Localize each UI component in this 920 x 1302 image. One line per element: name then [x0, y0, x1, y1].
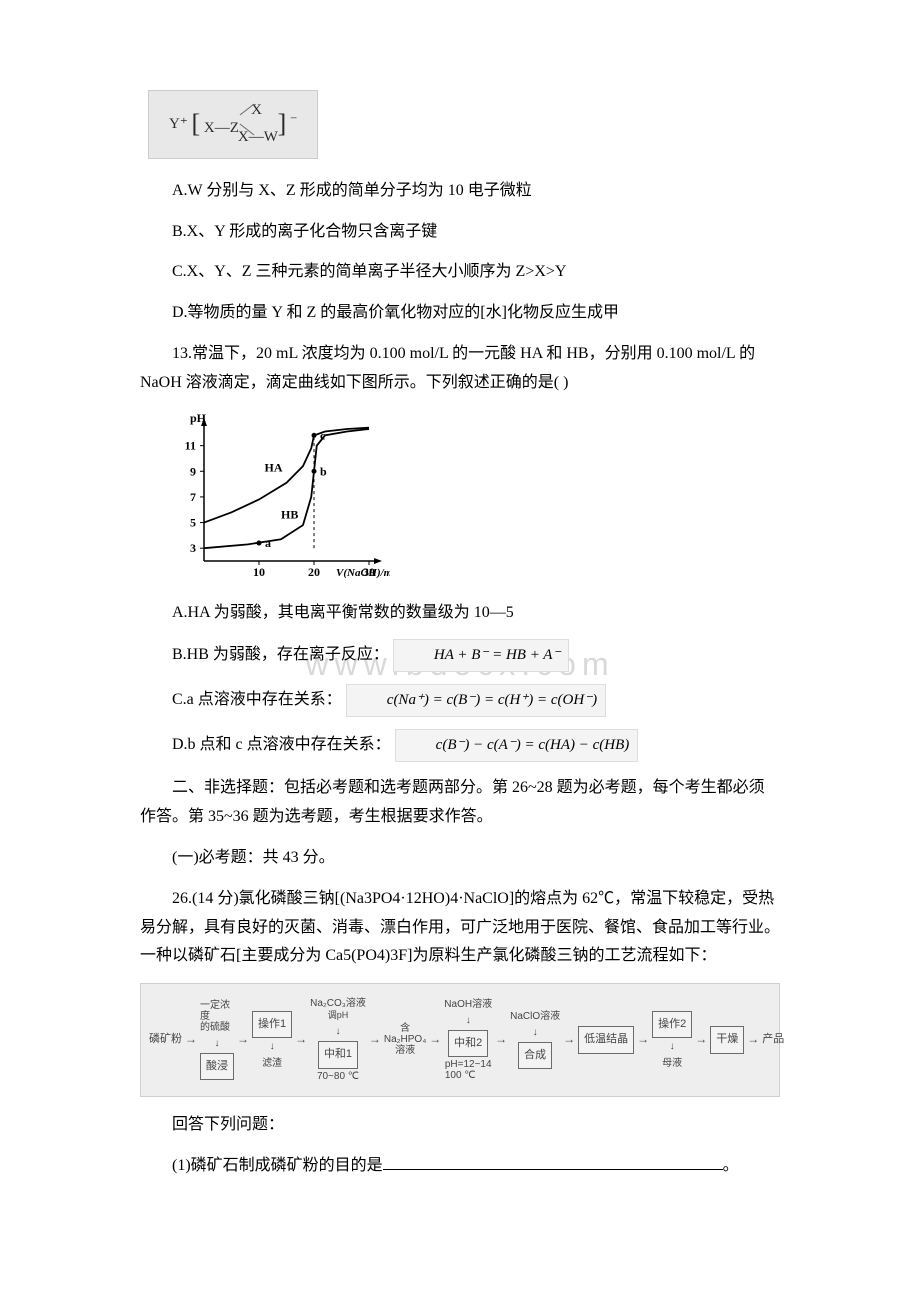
arrow-down-icon: ↓	[215, 1035, 220, 1053]
svg-text:3: 3	[190, 541, 196, 555]
arrow-icon: →	[295, 1029, 307, 1051]
arrow-down-icon: ↓	[336, 1023, 341, 1041]
q13-b-prefix: B.HB 为弱酸，存在离子反应：	[172, 647, 389, 664]
flow-step3-bottom: 70~80 ℃	[317, 1071, 359, 1082]
svg-text:9: 9	[190, 464, 196, 478]
arrow-icon: →	[185, 1029, 197, 1051]
arrow-icon: →	[637, 1029, 649, 1051]
process-flow-diagram: 磷矿粉 → 一定浓度 的硫酸 ↓ 酸浸 → 操作1 ↓ 滤渣 → Na₂CO₃溶…	[140, 983, 780, 1097]
arrow-icon: →	[237, 1029, 249, 1051]
q13-c-equation: c(Na⁺) = c(B⁻) = c(H⁺) = c(OH⁻)	[346, 684, 606, 717]
svg-text:HB: HB	[281, 507, 298, 521]
flow-input4: NaOH溶液	[444, 999, 492, 1010]
arrow-icon: →	[747, 1029, 759, 1051]
arrow-icon: →	[369, 1029, 381, 1051]
svg-text:b: b	[320, 464, 327, 478]
svg-text:V(NaOH)/mL: V(NaOH)/mL	[336, 567, 390, 579]
q26-1-prefix: (1)磷矿石制成磷矿粉的目的是	[172, 1157, 383, 1174]
q13-d-equation: c(B⁻) − c(A⁻) = c(HA) − c(HB)	[395, 729, 639, 762]
flow-step7: 操作2	[652, 1011, 692, 1039]
arrow-icon: →	[429, 1029, 441, 1051]
flow-end: 产品	[762, 1030, 784, 1050]
blank-line	[383, 1169, 723, 1170]
flow-mid-label: 含Na₂HPO₄ 溶液	[384, 1023, 426, 1056]
figure-top-x: X	[251, 97, 262, 124]
arrow-down-icon: ↓	[270, 1038, 275, 1056]
flow-step4: 中和2	[448, 1030, 488, 1058]
flow-input3: Na₂CO₃溶液	[310, 998, 366, 1009]
flow-input1: 一定浓度 的硫酸	[200, 1000, 234, 1033]
arrow-down-icon: ↓	[533, 1024, 538, 1042]
svg-text:c: c	[320, 428, 326, 442]
arrow-icon: →	[695, 1029, 707, 1051]
section2-sub: (一)必考题：共 43 分。	[140, 844, 780, 873]
figure-xz: X—Z	[204, 115, 239, 142]
svg-text:10: 10	[253, 565, 265, 579]
svg-text:HA: HA	[265, 460, 283, 474]
answer-intro: 回答下列问题：	[140, 1111, 780, 1140]
section2-intro: 二、非选择题：包括必考题和选考题两部分。第 26~28 题为必考题，每个考生都必…	[140, 774, 780, 832]
flow-step3: 中和1	[318, 1041, 358, 1069]
q26-sub1: (1)磷矿石制成磷矿粉的目的是 。	[140, 1152, 780, 1181]
svg-text:11: 11	[185, 438, 196, 452]
flow-step7-bottom: 母液	[662, 1058, 682, 1069]
q13-stem: 13.常温下，20 mL 浓度均为 0.100 mol/L 的一元酸 HA 和 …	[140, 340, 780, 398]
flow-step6: 低温结晶	[578, 1026, 634, 1054]
svg-text:pH: pH	[190, 411, 207, 425]
q13-b-equation: HA + B⁻ = HB + A⁻	[393, 639, 569, 672]
flow-step4-bottom: pH=12~14 100 ℃	[445, 1059, 492, 1081]
structure-figure: Y⁺ [ X—Z X X—W ] −	[148, 90, 318, 159]
figure-y-plus: Y⁺	[169, 116, 188, 132]
q12-option-c: C.X、Y、Z 三种元素的简单离子半径大小顺序为 Z>X>Y	[140, 258, 780, 287]
svg-text:20: 20	[308, 565, 320, 579]
arrow-icon: →	[563, 1029, 575, 1051]
svg-text:a: a	[265, 536, 271, 550]
chart-svg: 357911102030pHV(NaOH)/mLHAHBcba	[170, 410, 390, 585]
arrow-down-icon: ↓	[670, 1038, 675, 1056]
svg-text:7: 7	[190, 489, 196, 503]
figure-charge: −	[290, 111, 297, 125]
q12-option-a: A.W 分别与 X、Z 形成的简单分子均为 10 电子微粒	[140, 177, 780, 206]
q12-option-b: B.X、Y 形成的离子化合物只含离子键	[140, 218, 780, 247]
flow-input3-sub: 调pH	[328, 1011, 349, 1021]
flow-step8: 干燥	[710, 1026, 744, 1054]
q13-option-c: C.a 点溶液中存在关系： c(Na⁺) = c(B⁻) = c(H⁺) = c…	[140, 684, 780, 717]
arrow-icon: →	[495, 1029, 507, 1051]
flow-start: 磷矿粉	[149, 1030, 182, 1050]
q13-c-prefix: C.a 点溶液中存在关系：	[172, 692, 342, 709]
q13-option-d: D.b 点和 c 点溶液中存在关系： c(B⁻) − c(A⁻) = c(HA)…	[140, 729, 780, 762]
flow-step2: 操作1	[252, 1011, 292, 1039]
arrow-down-icon: ↓	[466, 1012, 471, 1030]
bracket-right: ]	[278, 109, 287, 138]
q12-option-d: D.等物质的量 Y 和 Z 的最高价氧化物对应的[水]化物反应生成甲	[140, 299, 780, 328]
flow-step2-bottom: 滤渣	[262, 1058, 282, 1069]
flow-step1: 酸浸	[200, 1053, 234, 1081]
page-content: Y⁺ [ X—Z X X—W ] − A.W 分别与 X、Z 形成的简单分子均为…	[140, 90, 780, 1180]
q13-option-b: B.HB 为弱酸，存在离子反应： HA + B⁻ = HB + A⁻	[140, 639, 780, 672]
q26-stem: 26.(14 分)氯化磷酸三钠[(Na3PO4·12HO)4·NaClO]的熔点…	[140, 885, 780, 971]
flow-step5: 合成	[518, 1042, 552, 1070]
q13-d-prefix: D.b 点和 c 点溶液中存在关系：	[172, 737, 391, 754]
titration-chart: 357911102030pHV(NaOH)/mLHAHBcba	[170, 410, 780, 585]
flow-input5: NaClO溶液	[510, 1011, 560, 1022]
bracket-left: [	[192, 109, 201, 138]
q13-option-a: A.HA 为弱酸，其电离平衡常数的数量级为 10—5	[140, 599, 780, 628]
svg-text:5: 5	[190, 515, 196, 529]
q26-1-suffix: 。	[723, 1157, 739, 1174]
